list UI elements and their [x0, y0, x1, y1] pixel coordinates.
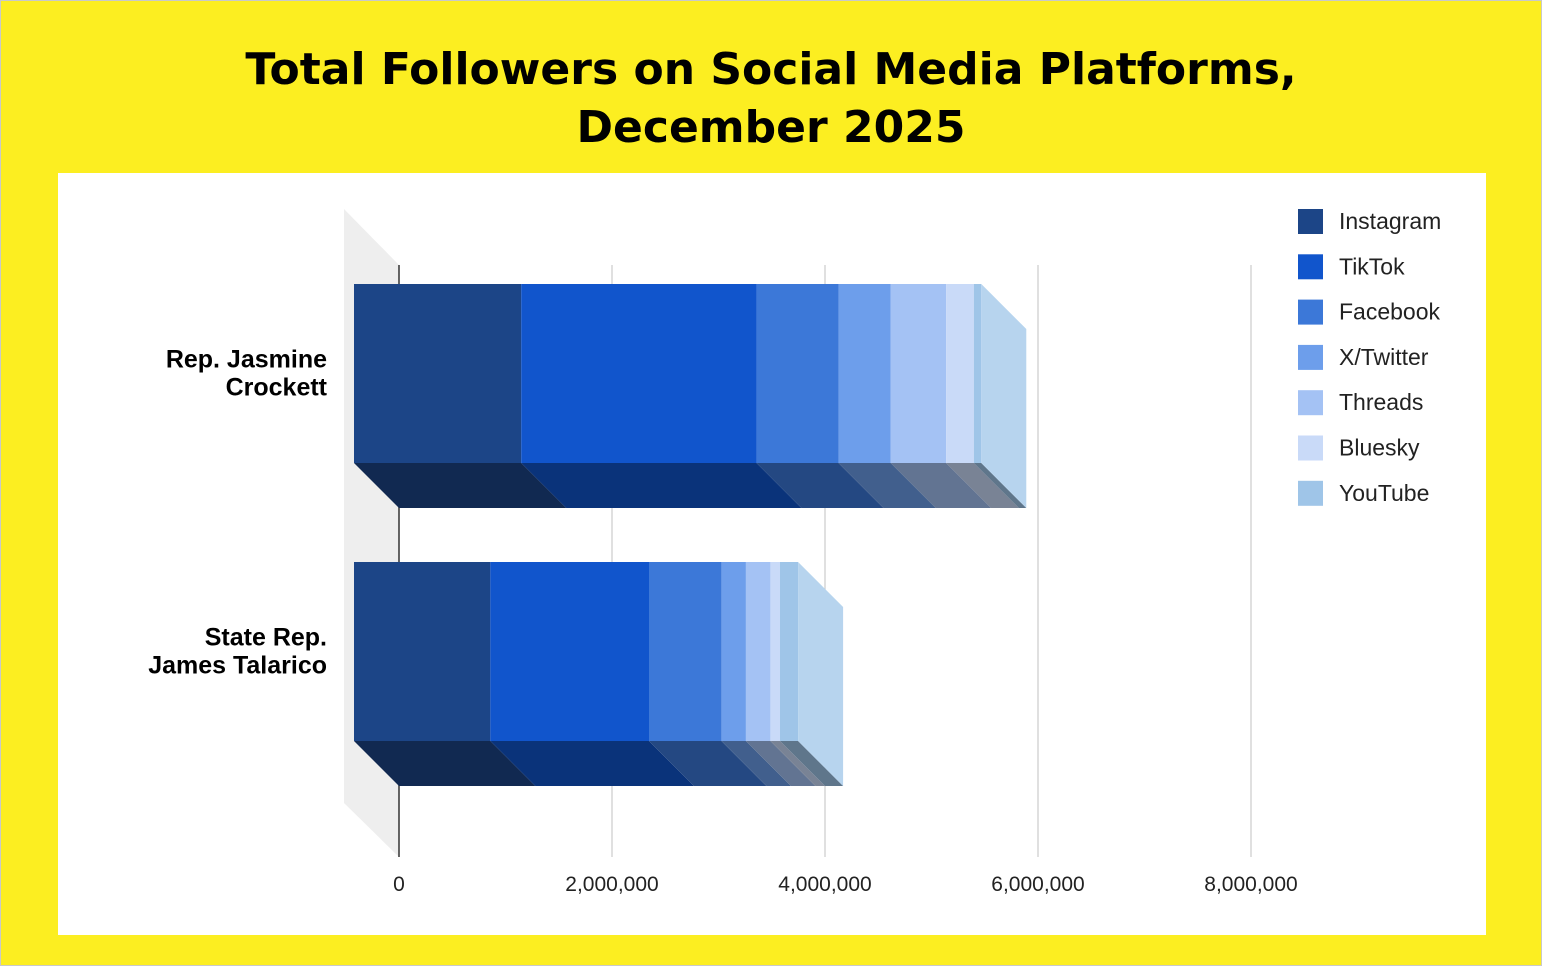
- legend-swatch: [1298, 390, 1323, 416]
- category-label: Rep. Jasmine Crockett: [166, 346, 328, 402]
- legend-label: Bluesky: [1339, 435, 1420, 461]
- bar-bottom-face: [521, 463, 802, 508]
- bar-bottom-face: [354, 463, 567, 508]
- legend-label: Instagram: [1339, 208, 1441, 234]
- bar-bottom-face: [721, 741, 791, 786]
- bar-bottom-face: [649, 741, 767, 786]
- legend-swatch: [1298, 480, 1323, 506]
- x-tick-label: 0: [393, 873, 405, 896]
- bar-segment: [780, 562, 799, 741]
- bar-bottom-face: [890, 463, 992, 508]
- legend-swatch: [1298, 254, 1323, 280]
- bar-segment: [490, 562, 650, 741]
- bar-bottom-face: [354, 741, 536, 786]
- legend-label: Facebook: [1339, 299, 1441, 325]
- legend-swatch: [1298, 209, 1323, 234]
- bar-segment: [354, 562, 491, 741]
- bar-segment: [756, 284, 839, 463]
- bar-bottom-face: [780, 741, 844, 786]
- bar-bottom-face: [745, 741, 816, 786]
- legend-label: Threads: [1339, 389, 1423, 415]
- category-label-line: James Talarico: [148, 652, 327, 680]
- bar-segment: [973, 284, 982, 463]
- bar-bottom-face: [770, 741, 825, 786]
- x-tick-label: 2,000,000: [565, 873, 658, 896]
- chart-panel: Rep. Jasmine Crockett State Rep. James Tala…: [58, 173, 1486, 935]
- bar-end-face: [981, 284, 1027, 508]
- bar-segment: [838, 284, 891, 463]
- legend-swatch: [1298, 299, 1323, 325]
- bar-bottom-face: [490, 741, 695, 786]
- bar-segment: [946, 284, 974, 463]
- bar-end-face: [798, 562, 844, 786]
- legend-swatch: [1298, 344, 1323, 370]
- stacked-bar-chart: Rep. Jasmine Crockett State Rep. James Tala…: [148, 208, 1441, 896]
- category-label-line: State Rep.: [205, 624, 327, 652]
- bar-segment: [770, 562, 780, 741]
- bar-bottom-face: [756, 463, 884, 508]
- bar-segment: [354, 284, 522, 463]
- bar-segment: [721, 562, 746, 741]
- bar-segment: [890, 284, 947, 463]
- legend-label: TikTok: [1339, 253, 1405, 279]
- bar-bottom-face: [946, 463, 1019, 508]
- bar-bottom-face: [973, 463, 1027, 508]
- x-tick-label: 6,000,000: [991, 873, 1084, 896]
- chart-title-line-1: Total Followers on Social Media Platform…: [245, 44, 1297, 95]
- bar-segment: [745, 562, 771, 741]
- bar-bottom-face: [838, 463, 936, 508]
- bar-segment: [649, 562, 722, 741]
- legend-swatch: [1298, 435, 1323, 461]
- category-label-line: Rep. Jasmine: [166, 346, 327, 374]
- chart-title: Total Followers on Social Media Platform…: [1, 41, 1541, 157]
- legend-label: YouTube: [1339, 480, 1429, 506]
- bar-segment: [521, 284, 757, 463]
- category-label: State Rep. James Talarico: [148, 624, 327, 680]
- legend-label: X/Twitter: [1339, 344, 1429, 370]
- category-label-line: Crockett: [226, 374, 328, 402]
- chart-title-line-2: December 2025: [576, 102, 966, 153]
- x-tick-label: 4,000,000: [778, 873, 871, 896]
- x-tick-label: 8,000,000: [1204, 873, 1297, 896]
